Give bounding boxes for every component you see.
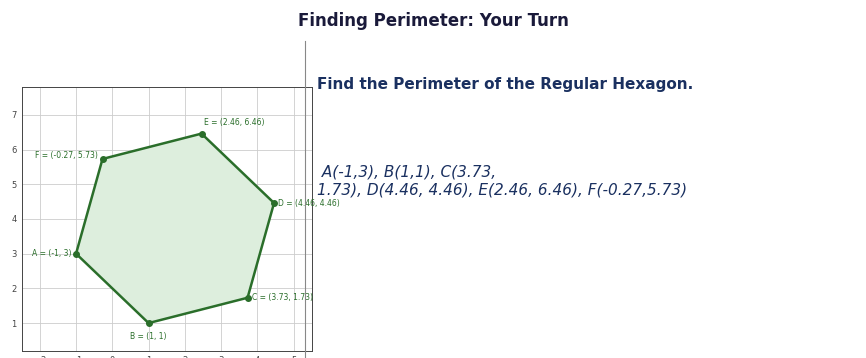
- Text: C = (3.73, 1.73): C = (3.73, 1.73): [252, 293, 313, 302]
- Text: Finding Perimeter: Your Turn: Finding Perimeter: Your Turn: [298, 11, 568, 30]
- Text: Find the Perimeter of the Regular Hexagon.: Find the Perimeter of the Regular Hexago…: [317, 77, 694, 92]
- Text: E = (2.46, 6.46): E = (2.46, 6.46): [204, 118, 265, 127]
- Text: F = (-0.27, 5.73): F = (-0.27, 5.73): [36, 151, 98, 160]
- Text: B = (1, 1): B = (1, 1): [130, 332, 167, 341]
- Text: A(-1,3), B(1,1), C(3.73,
1.73), D(4.46, 4.46), E(2.46, 6.46), F(-0.27,5.73): A(-1,3), B(1,1), C(3.73, 1.73), D(4.46, …: [317, 165, 688, 197]
- Text: D = (4.46, 4.46): D = (4.46, 4.46): [278, 199, 340, 208]
- Text: A = (-1, 3): A = (-1, 3): [32, 249, 72, 258]
- Polygon shape: [76, 134, 274, 323]
